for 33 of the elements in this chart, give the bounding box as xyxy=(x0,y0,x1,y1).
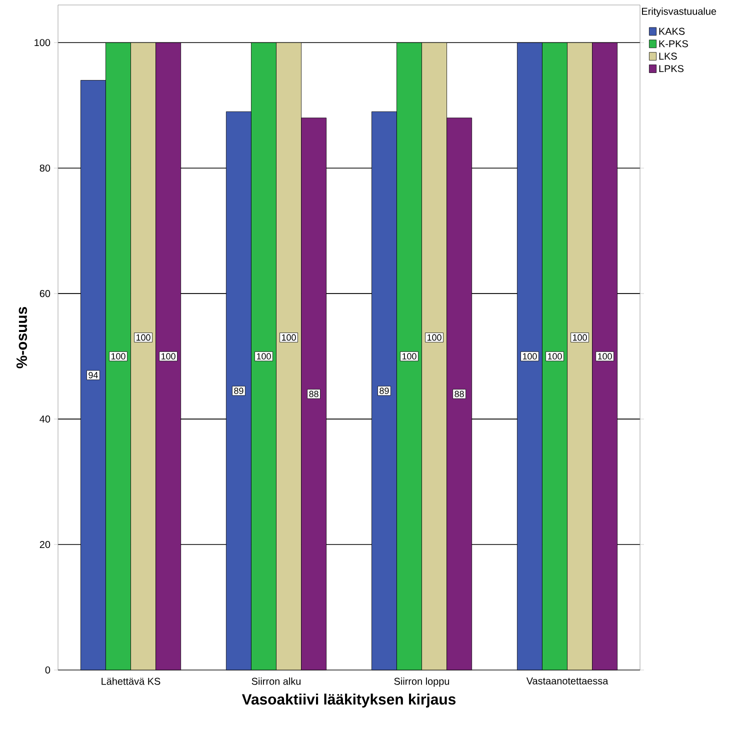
legend-label: KAKS xyxy=(659,28,685,35)
x-tick-label: Vastaanotettaessa xyxy=(526,678,608,684)
x-tick-label: Siirron alku xyxy=(252,678,300,685)
data-label: 100 xyxy=(282,334,296,341)
y-tick-label: 60 xyxy=(40,290,50,298)
y-tick-label: 40 xyxy=(40,416,50,423)
data-label: 100 xyxy=(402,353,416,360)
data-label: 100 xyxy=(111,353,126,360)
data-label: 88 xyxy=(454,390,464,398)
data-label: 88 xyxy=(309,390,318,398)
legend-title: Erityisvastuualue xyxy=(642,8,716,17)
data-label: 100 xyxy=(572,334,587,341)
data-label: 100 xyxy=(162,353,176,360)
data-label: 100 xyxy=(136,334,150,341)
data-label: 94 xyxy=(88,372,98,378)
data-label: 100 xyxy=(548,353,562,360)
data-label: 100 xyxy=(522,353,537,360)
data-label: 100 xyxy=(427,334,442,341)
y-tick-label: 20 xyxy=(40,541,50,548)
y-tick-label: 100 xyxy=(34,39,50,46)
x-tick-label: Siirron loppu xyxy=(394,678,450,687)
x-axis-title: Vasoaktiivi lääkityksen kirjaus xyxy=(242,694,456,708)
data-label: 100 xyxy=(598,353,612,360)
y-tick-label: 0 xyxy=(45,666,50,674)
legend-label: LKS xyxy=(659,52,677,60)
data-label: 89 xyxy=(380,388,389,394)
x-tick-label: Lähettävä KS xyxy=(102,678,160,685)
legend-label: K-PKS xyxy=(659,40,688,48)
y-axis-title: %-osuus xyxy=(16,306,28,368)
data-label: 100 xyxy=(256,353,271,360)
y-tick-label: 80 xyxy=(40,164,50,172)
data-label: 89 xyxy=(234,388,244,394)
legend-label: LPKS xyxy=(659,65,684,72)
